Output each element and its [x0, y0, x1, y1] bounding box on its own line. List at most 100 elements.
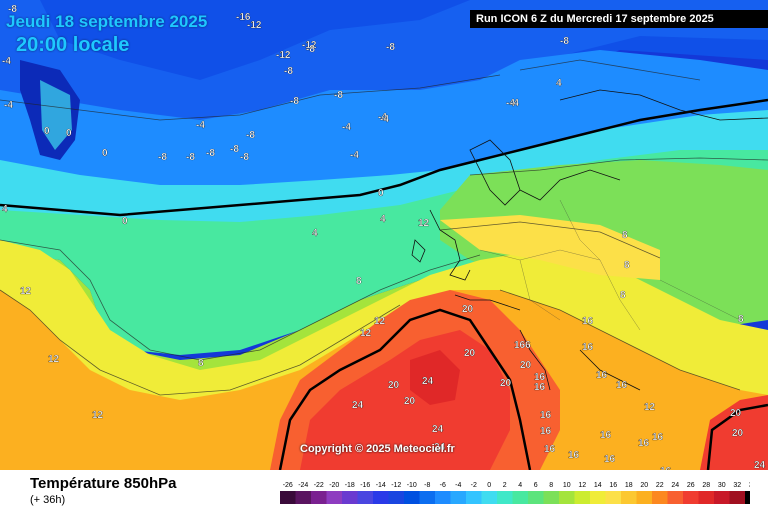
- isotherm-label: 4: [380, 214, 386, 225]
- isotherm-label: 24: [422, 376, 434, 387]
- legend-swatch: [528, 491, 544, 504]
- isotherm-thin: [0, 59, 768, 396]
- isotherm-label: 12: [418, 218, 430, 229]
- isotherm-label: 4: [312, 228, 318, 239]
- isotherm-label: -4: [350, 150, 359, 161]
- legend-swatch: [326, 491, 342, 504]
- legend-tick: 2: [503, 482, 507, 489]
- isotherm-20: [278, 308, 532, 470]
- legend-tick: 24: [671, 482, 679, 489]
- isotherm-label: -8: [386, 42, 395, 53]
- legend-swatch: [388, 491, 404, 504]
- isotherm-label: -12: [247, 20, 262, 31]
- isotherm-label: -12: [302, 40, 317, 51]
- isotherm-label: -4: [342, 122, 351, 133]
- legend-swatch: [652, 491, 668, 504]
- isotherm-label: 12: [360, 328, 372, 339]
- isotherm-label: -8: [158, 152, 167, 163]
- field-14-north: [440, 215, 660, 280]
- isotherm-label: 0: [122, 216, 128, 227]
- legend-tick: 6: [534, 482, 538, 489]
- isotherm-label: -4: [380, 114, 389, 125]
- isotherm-label: 16: [540, 426, 552, 437]
- legend-tick: 34: [749, 482, 750, 489]
- legend-swatch: [466, 491, 482, 504]
- legend-swatch: [543, 491, 559, 504]
- isotherm-label: -4: [196, 120, 205, 131]
- legend-tick: 20: [640, 482, 648, 489]
- isotherm-label: 16: [534, 372, 546, 383]
- run-info: Run ICON 6 Z du Mercredi 17 septembre 20…: [470, 10, 768, 28]
- isotherm-label: 0: [66, 128, 72, 139]
- legend-tick: 0: [487, 482, 491, 489]
- borders: [479, 199, 741, 331]
- legend-swatch: [419, 491, 435, 504]
- legend-tick: 30: [718, 482, 726, 489]
- legend-swatch: [435, 491, 451, 504]
- isotherm-label: -8: [306, 44, 315, 55]
- isotherm-label: 20: [462, 304, 474, 315]
- isotherm-label: -4: [2, 56, 11, 67]
- field-26: [410, 350, 460, 405]
- isotherm-label: 16: [604, 454, 616, 465]
- forecast-date: Jeudi 18 septembre 2025: [6, 12, 208, 31]
- legend-swatch: [481, 491, 497, 504]
- legend-tick: -8: [424, 482, 430, 489]
- isotherm-label: 24: [434, 442, 446, 453]
- legend-swatch: [404, 491, 420, 504]
- legend-swatch: [636, 491, 652, 504]
- isotherm-label: -8: [186, 152, 195, 163]
- isotherm-label: -8: [206, 148, 215, 159]
- legend-swatch: [605, 491, 621, 504]
- legend-tick: 14: [594, 482, 602, 489]
- field-m4: [0, 50, 768, 215]
- isotherm-label: -4: [378, 112, 387, 123]
- isotherm-label: 0: [378, 188, 384, 199]
- isotherm-label: -8: [8, 4, 17, 15]
- forecast-time: 20:00 locale: [16, 34, 130, 56]
- isotherm-label: 20: [404, 396, 416, 407]
- legend-tick: -24: [298, 482, 308, 489]
- legend-swatch: [667, 491, 683, 504]
- isotherm-label: 24: [352, 400, 364, 411]
- legend-tick: -14: [376, 482, 386, 489]
- isotherm-label: 16: [582, 342, 594, 353]
- isotherm-label: -8: [334, 90, 343, 101]
- legend-swatch: [497, 491, 513, 504]
- isotherm-label: -12: [276, 50, 291, 61]
- isotherm-label: 20: [388, 380, 400, 391]
- legend-swatch: [559, 491, 575, 504]
- legend-tick: 22: [656, 482, 664, 489]
- isotherm-0: [0, 98, 768, 217]
- legend-tick: -12: [391, 482, 401, 489]
- isotherm-label: 16: [534, 382, 546, 393]
- legend-tick: 4: [518, 482, 522, 489]
- isotherm-label: 12: [92, 410, 104, 421]
- isotherm-label: -16: [236, 12, 251, 23]
- legend-swatch: [714, 491, 730, 504]
- isotherm-label: -8: [284, 66, 293, 77]
- isotherm-label: 8: [624, 260, 630, 271]
- legend-swatch: [574, 491, 590, 504]
- isotherm-label: 16: [616, 380, 628, 391]
- isotherm-20-east: [706, 403, 768, 470]
- isotherm-label: 20: [500, 378, 512, 389]
- isotherm-label: -4: [4, 100, 13, 111]
- isotherm-label: 0: [44, 126, 50, 137]
- isotherm-label: 16: [540, 410, 552, 421]
- isotherm-label: 8: [356, 276, 362, 287]
- isotherm-label: -8: [240, 152, 249, 163]
- isotherm-label: -4: [506, 98, 515, 109]
- isotherm-label: 20: [520, 360, 532, 371]
- isotherm-label: 20: [730, 408, 742, 419]
- isotherm-label: 16: [568, 450, 580, 461]
- isotherm-label: 16: [660, 466, 672, 470]
- legend-tick: 18: [625, 482, 633, 489]
- map-canvas: -8-16-12-12-12-8 -8-8-8-4 -4-4-4-44-8-8 -8-…: [0, 0, 768, 470]
- isotherm-label: -8: [246, 130, 255, 141]
- isotherm-label: 20: [464, 348, 476, 359]
- isotherm-label: 166: [514, 340, 531, 351]
- legend-swatch: [450, 491, 466, 504]
- legend-swatch: [311, 491, 327, 504]
- legend-swatch: [373, 491, 389, 504]
